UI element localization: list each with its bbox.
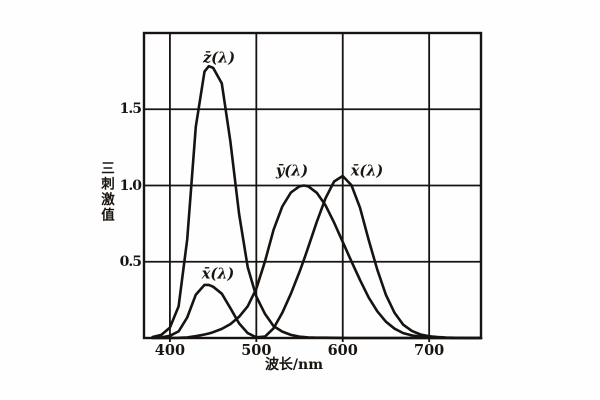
x-axis-title: 波长/nm [264,357,324,373]
gridlines [144,33,481,338]
y-tick-label-1.5: 1.5 [119,101,142,118]
x-tick-label-500: 500 [241,342,272,359]
y-tick-label-0.5: 0.5 [119,253,142,270]
x-tick-label-600: 600 [327,342,358,359]
curve-label-zbar-peak: z̄(λ) [202,49,236,67]
curve-label-xbar-short-lobe: x̄(λ) [201,265,235,283]
y-tick-label-1.0: 1.0 [119,177,142,194]
y-axis-title: 三刺激值 [98,161,114,223]
curves [151,64,483,340]
curve-label-xbar-long-lobe: x̄(λ) [350,162,384,180]
curve-label-ybar-peak: ȳ(λ) [275,162,309,180]
x-tick-label-400: 400 [154,342,186,359]
curve-ybar [151,184,483,340]
curve-xbar [151,174,483,340]
x-tick-label-700: 700 [414,342,445,359]
curve-zbar [151,64,483,340]
